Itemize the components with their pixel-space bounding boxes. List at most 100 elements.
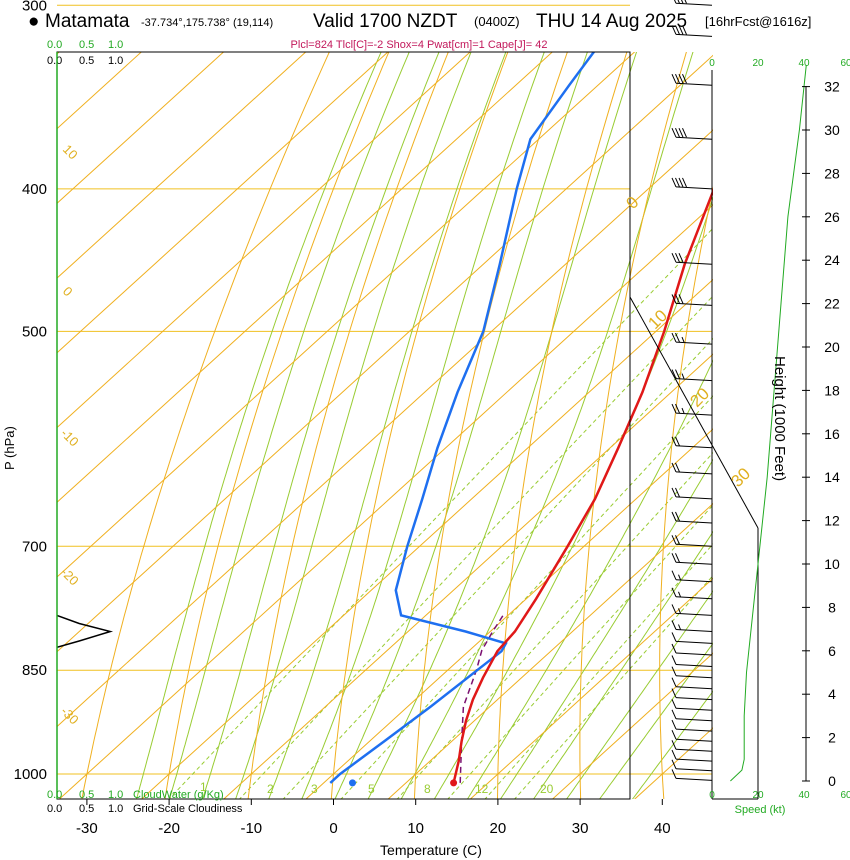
- wind-barb-staff: [675, 471, 713, 475]
- top-cloud-green-0: 0.0: [47, 39, 62, 51]
- height-tick-label: 28: [824, 165, 840, 181]
- wind-barb-full: [675, 487, 680, 498]
- wind-barb-staff: [675, 596, 713, 600]
- pressure-label-700: 700: [22, 538, 47, 555]
- wind-barb-half: [678, 608, 681, 614]
- wind-barb-full: [678, 73, 684, 84]
- wind-barb-full: [671, 553, 677, 563]
- wind-barb-full: [671, 25, 677, 35]
- moist-adiabat-line: [168, 52, 410, 799]
- wind-barb-half: [678, 591, 681, 597]
- wind-barb-staff: [675, 520, 713, 524]
- cloudiness-label: Grid-Scale Cloudiness: [133, 803, 243, 815]
- wind-barb-full: [671, 643, 677, 654]
- wind-barb: [671, 25, 713, 37]
- wind-barb-full: [671, 709, 677, 720]
- mixing-label-12: 12: [475, 782, 489, 796]
- isotherm-line: [223, 353, 713, 799]
- wind-barb-half: [678, 574, 681, 580]
- x-tick-label: -30: [76, 820, 98, 837]
- pressure-label-1000: 1000: [14, 766, 47, 783]
- moist-adiabat-line: [334, 52, 588, 799]
- wind-barb: [671, 487, 713, 500]
- isotherm-line: [57, 54, 713, 653]
- wind-barb: [671, 177, 713, 190]
- dry-adiabat-line: [247, 52, 449, 799]
- wind-barb-full: [671, 73, 677, 84]
- wind-barb-staff: [675, 718, 713, 722]
- wind-barb-half: [678, 624, 681, 630]
- isotherm-line: [57, 52, 554, 503]
- wind-barb: [671, 535, 713, 547]
- wind-barb-full: [675, 553, 680, 563]
- top-cloud-black-2: 1.0: [108, 55, 123, 67]
- dry-adiabats: [81, 0, 850, 805]
- wind-barb-half: [681, 373, 685, 379]
- wind-barb: [671, 632, 713, 644]
- wind-barb-full: [673, 0, 677, 4]
- dry-adiabat-line: [330, 52, 509, 799]
- dry-adiabat-line: [413, 52, 568, 799]
- wind-barb-full: [678, 294, 684, 304]
- wind-barb: [671, 553, 713, 565]
- dry-adiabat-line: [579, 52, 687, 799]
- isotherm-label-minus10: -10: [58, 426, 82, 450]
- wind-barb-staff: [675, 768, 713, 772]
- wind-barb-full: [671, 666, 677, 676]
- isotherm-line: [634, 727, 713, 799]
- wind-speed-profile: [730, 64, 807, 782]
- wind-barb-full: [682, 73, 687, 84]
- header-bullet: ●: [28, 11, 39, 32]
- height-tick-label: 14: [824, 469, 840, 485]
- pressure-label-500: 500: [22, 323, 47, 340]
- moist-adiabat-line: [135, 52, 382, 799]
- wind-barb-staff: [675, 728, 713, 732]
- wind-barb-full: [671, 620, 677, 630]
- mixing-label-1: 1: [200, 780, 207, 794]
- isotherm-line: [140, 278, 713, 799]
- speed-bottom-60: 60: [840, 790, 850, 801]
- moist-adiabat-line: [466, 359, 713, 799]
- height-tick-label: 10: [824, 556, 840, 572]
- y-axis-label: P (hPa): [2, 426, 17, 470]
- wind-panel: 0 20 40 60 0 20 40 60 Speed (kt): [629, 0, 850, 816]
- wind-barb-full: [675, 403, 680, 414]
- wind-barb-staff: [675, 261, 713, 265]
- dewpoint-profile: [329, 52, 596, 784]
- wind-barb: [671, 655, 713, 667]
- wind-barb-full: [682, 25, 687, 35]
- wind-barb-full: [671, 535, 677, 545]
- wind-barbs: [671, 0, 713, 781]
- wind-barb-full: [671, 587, 677, 598]
- moist-adiabat-line: [400, 52, 694, 799]
- wind-barb-staff: [675, 543, 713, 547]
- wind-barb: [671, 677, 713, 690]
- isotherm-line: [551, 652, 713, 799]
- dry-adiabat-line: [812, 0, 850, 805]
- height-tick-label: 30: [824, 122, 840, 138]
- x-tick-label: -20: [158, 820, 180, 837]
- mixing-label-20: 20: [540, 782, 554, 796]
- wind-barb-full: [671, 729, 677, 740]
- wind-barb-full: [675, 252, 680, 263]
- wind-barb-staff: [675, 675, 713, 679]
- wind-barb: [671, 369, 713, 382]
- wind-barb-staff: [675, 186, 713, 190]
- wind-barb-full: [671, 403, 677, 414]
- wind-barb-full: [671, 487, 677, 498]
- wind-barb-full: [671, 759, 677, 770]
- wind-barb-staff: [675, 612, 713, 616]
- isotherm-line: [57, 52, 471, 429]
- top-cloud-green-1: 0.5: [79, 39, 94, 51]
- wind-barb-staff: [675, 378, 713, 382]
- mixing-label-2: 2: [267, 782, 274, 796]
- height-tick-label: 6: [828, 643, 836, 659]
- wind-barb: [671, 252, 713, 265]
- speed-top-0: 0: [709, 58, 715, 69]
- temperature-profile: [452, 187, 713, 784]
- wind-barb-staff: [675, 652, 713, 656]
- wind-barb: [671, 620, 713, 632]
- wind-barb-full: [671, 369, 677, 379]
